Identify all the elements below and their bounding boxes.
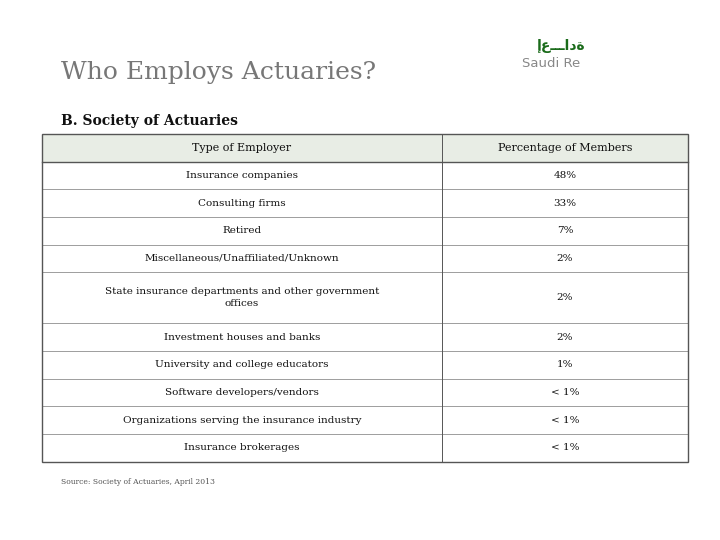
Text: < 1%: < 1% <box>551 388 579 397</box>
Text: State insurance departments and other government
offices: State insurance departments and other go… <box>105 287 379 308</box>
Text: 2%: 2% <box>557 254 573 263</box>
Text: Investment houses and banks: Investment houses and banks <box>163 333 320 342</box>
Text: 48%: 48% <box>554 171 577 180</box>
Text: www.saudi-re.com: www.saudi-re.com <box>606 515 702 525</box>
Text: Consulting firms: Consulting firms <box>198 199 286 207</box>
Text: 1%: 1% <box>557 360 573 369</box>
Text: Organizations serving the insurance industry: Organizations serving the insurance indu… <box>122 416 361 424</box>
Text: 33%: 33% <box>554 199 577 207</box>
Text: < 1%: < 1% <box>551 416 579 424</box>
Text: Saudi Re: Saudi Re <box>522 57 580 70</box>
Text: Insurance companies: Insurance companies <box>186 171 298 180</box>
Text: Retired: Retired <box>222 226 261 235</box>
Text: إعـــادة: إعـــادة <box>537 39 586 53</box>
Polygon shape <box>543 4 595 38</box>
Text: Miscellaneous/Unaffiliated/Unknown: Miscellaneous/Unaffiliated/Unknown <box>145 254 339 263</box>
Text: 7%: 7% <box>557 226 573 235</box>
Polygon shape <box>521 4 574 38</box>
Text: Type of Employer: Type of Employer <box>192 143 292 153</box>
Text: 9: 9 <box>18 514 26 526</box>
Text: Who Employs Actuaries?: Who Employs Actuaries? <box>61 62 377 84</box>
Text: Insurance brokerages: Insurance brokerages <box>184 443 300 453</box>
Text: Percentage of Members: Percentage of Members <box>498 143 632 153</box>
Text: 2%: 2% <box>557 293 573 302</box>
Text: Software developers/vendors: Software developers/vendors <box>165 388 319 397</box>
Text: Source: Society of Actuaries, April 2013: Source: Society of Actuaries, April 2013 <box>61 478 215 486</box>
Text: University and college educators: University and college educators <box>156 360 329 369</box>
Text: B. Society of Actuaries: B. Society of Actuaries <box>61 114 238 129</box>
Text: 2%: 2% <box>557 333 573 342</box>
Text: < 1%: < 1% <box>551 443 579 453</box>
